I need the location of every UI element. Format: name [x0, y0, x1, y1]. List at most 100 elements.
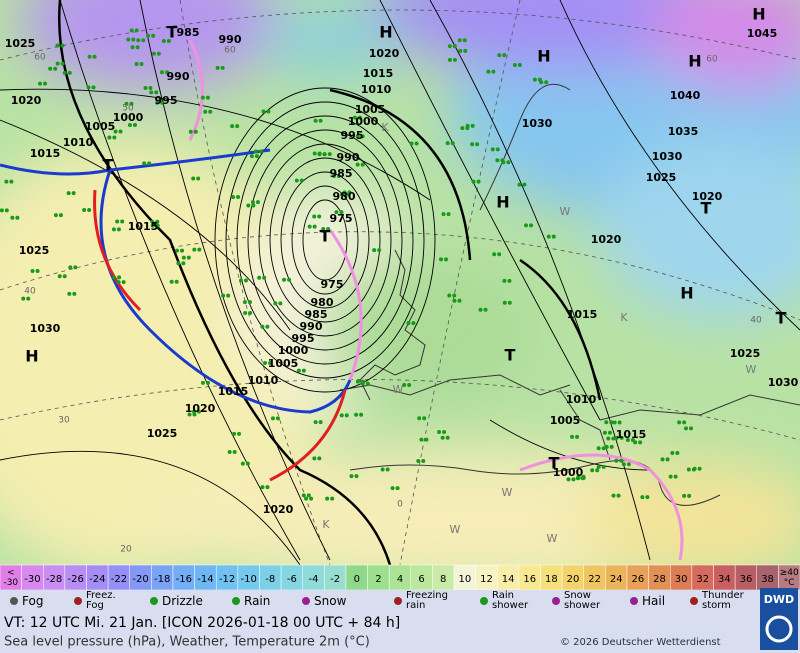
rain-symbol	[497, 53, 502, 58]
weather-symbols	[0, 28, 702, 501]
rain-symbol	[130, 45, 135, 50]
rain-symbol	[232, 431, 237, 436]
rain-symbol	[208, 109, 213, 114]
rain-symbol	[180, 248, 185, 253]
pressure-label: 1000	[113, 111, 144, 124]
rain-symbol	[354, 412, 359, 417]
rain-symbol	[502, 278, 507, 283]
rain-symbol	[262, 275, 267, 280]
scale-label: -22	[111, 574, 127, 585]
rain-symbol	[82, 208, 87, 213]
rain-symbol	[327, 152, 332, 157]
rain-symbol	[355, 379, 360, 384]
occlusion	[519, 453, 684, 561]
legend-icon	[74, 597, 82, 605]
rain-symbol	[197, 247, 202, 252]
rain-symbol	[517, 63, 522, 68]
pressure-label: 985	[330, 167, 353, 180]
pressure-label: 990	[167, 70, 190, 83]
rain-symbol	[689, 426, 694, 431]
rain-symbol	[72, 291, 77, 296]
rain-symbol	[317, 214, 322, 219]
pressure-label: 985	[177, 26, 200, 39]
rain-symbol	[633, 440, 638, 445]
rain-symbol	[273, 301, 278, 306]
rain-symbol	[581, 474, 586, 479]
legend-icon	[394, 597, 402, 605]
pressure-label: 975	[321, 278, 344, 291]
pressure-label: 1020	[591, 233, 622, 246]
rain-symbol	[447, 57, 452, 62]
rain-symbol	[148, 85, 153, 90]
rain-symbol	[166, 38, 171, 43]
rain-symbol	[447, 44, 452, 49]
rain-symbol	[261, 109, 266, 114]
isobar-bold	[58, 0, 392, 565]
rain-symbol	[470, 123, 475, 128]
description: Sea level pressure (hPa), Weather, Tempe…	[4, 635, 370, 650]
grid-label: 30	[58, 416, 70, 426]
pressure-label: 990	[219, 33, 242, 46]
rain-symbol	[419, 437, 424, 442]
rain-symbol	[501, 160, 506, 165]
logo-swirl	[765, 615, 793, 643]
rain-symbol	[10, 215, 15, 220]
rain-symbol	[440, 435, 445, 440]
rain-symbol	[495, 158, 500, 163]
pressure-label: 1025	[147, 427, 178, 440]
rain-symbol	[377, 248, 382, 253]
rain-symbol	[596, 464, 601, 469]
rain-symbol	[143, 85, 148, 90]
rain-symbol	[312, 456, 317, 461]
isobar	[302, 199, 348, 281]
rain-symbol	[60, 43, 65, 48]
rain-symbol	[437, 430, 442, 435]
scale-label: 24	[610, 574, 623, 585]
rain-symbol	[359, 412, 364, 417]
rain-symbol	[609, 420, 614, 425]
rain-symbol	[176, 261, 181, 266]
logo: DWD	[764, 593, 794, 606]
temperature-scale: < -30 -30 -28 -26 -24 -22 -20 -18 -16 -14 -12 -10 -8-…	[0, 564, 800, 591]
rain-symbol	[307, 224, 312, 229]
scale-label: 4	[397, 574, 403, 585]
rain-symbol	[53, 213, 58, 218]
rain-symbol	[191, 176, 196, 181]
rain-symbol	[236, 195, 241, 200]
rain-symbol	[66, 191, 71, 196]
pressure-label: 1015	[567, 308, 598, 321]
rain-symbol	[339, 413, 344, 418]
scale-label: -8	[265, 574, 275, 585]
rain-symbol	[360, 381, 365, 386]
rain-symbol	[331, 173, 336, 178]
rain-symbol	[71, 191, 76, 196]
rain-symbol	[187, 412, 192, 417]
pressure-label: 1005	[268, 357, 299, 370]
rain-symbol	[260, 324, 265, 329]
rain-symbol	[638, 440, 643, 445]
rain-symbol	[445, 435, 450, 440]
rain-symbol	[155, 219, 160, 224]
rain-symbol	[406, 321, 411, 326]
pressure-center: T	[701, 199, 712, 218]
rain-symbol	[282, 277, 287, 282]
rain-symbol	[312, 214, 317, 219]
cold-front	[99, 169, 352, 414]
pressure-label: 1020	[369, 47, 400, 60]
rain-symbol	[670, 450, 675, 455]
type-letter: W	[560, 205, 571, 218]
rain-symbol	[465, 126, 470, 131]
legend-label: Hail	[642, 594, 665, 608]
rain-symbol	[175, 248, 180, 253]
legend-icon	[10, 597, 18, 605]
rain-symbol	[330, 496, 335, 501]
rain-symbol	[450, 141, 455, 146]
map-labels: 1025985990990995100010051010101510201015…	[5, 5, 799, 555]
scale-label: -2	[330, 574, 340, 585]
rain-symbol	[684, 426, 689, 431]
warm-front	[93, 189, 142, 312]
rain-symbol	[126, 37, 131, 42]
valid-time: VT: 12 UTC Mi. 21 Jan. [ICON 2026-01-18 …	[4, 615, 400, 631]
pressure-label: 1020	[11, 94, 42, 107]
pressure-center: H	[688, 52, 701, 71]
